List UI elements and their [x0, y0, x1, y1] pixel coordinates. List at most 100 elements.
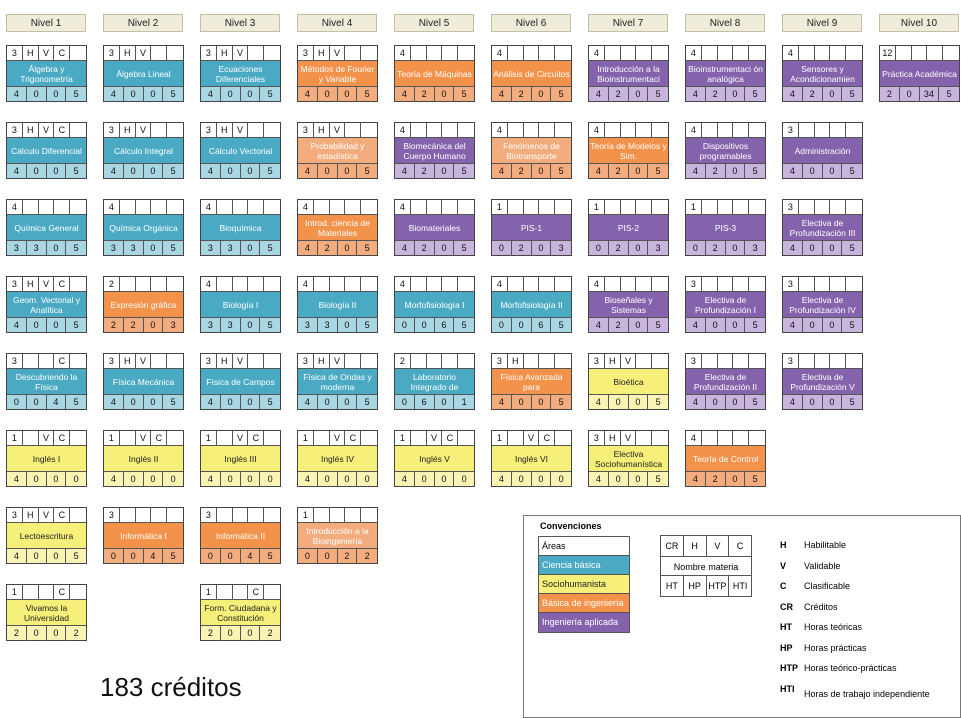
course-attr-cell: [233, 585, 249, 600]
course-attr-cell: [314, 277, 330, 292]
course-hours-cell: 4: [492, 472, 512, 487]
course-hours-cell: 0: [823, 395, 843, 410]
course-hours-cell: 0: [395, 395, 415, 410]
course-hours-cell: 0: [73, 474, 79, 484]
course-attr-cell: [508, 46, 524, 61]
course-attr-cell: 3: [201, 354, 217, 369]
course-attr-cell: 3: [589, 431, 605, 446]
course-attr-cell: [799, 354, 815, 369]
course-hours-cell: 0: [415, 318, 435, 333]
key-bottom-cell: HTI: [732, 581, 748, 591]
course-attr-cell: [264, 277, 280, 292]
course-attr-cell: 3: [298, 123, 314, 138]
course-hours-cell: 0: [338, 164, 358, 179]
course-name: Form. Ciudadana y Constitución: [201, 600, 280, 625]
course-hours-cell: 5: [752, 320, 758, 330]
course-hours-cell: 4: [201, 87, 221, 102]
course-hours-cell: 0: [144, 164, 164, 179]
course-attr-cell: [555, 46, 571, 61]
course-hours-cell: 6: [415, 395, 435, 410]
course-name: PIS-1: [492, 215, 571, 240]
course-hours-cell: 0: [803, 241, 823, 256]
course-attr-cell: [815, 200, 831, 215]
course-hours-cell: 0: [461, 474, 467, 484]
course-card: 4 Bioquímica 3 3 0 5: [200, 199, 281, 256]
course-attr-cell: [912, 46, 928, 61]
course-attributes: 4: [395, 200, 474, 215]
course-card: 3 Electiva de Profundización II 4 0 0 5: [685, 353, 766, 410]
course-attr-cell: 1: [492, 200, 508, 215]
course-name: Teoría de Control: [686, 446, 765, 471]
course-hours-cell: 5: [849, 166, 855, 176]
course-name: Laboratorio Integrado de: [395, 369, 474, 394]
course-attr-cell: [167, 123, 183, 138]
course-attr-cell: [508, 277, 524, 292]
course-card: 1 C Vivamos la Universidad 2 0 0 2: [6, 584, 87, 641]
course-attr-cell: [621, 277, 637, 292]
course-name: Informática II: [201, 523, 280, 548]
course-hours-cell: 4: [395, 164, 415, 179]
course-hours-cell: 5: [364, 89, 370, 99]
course-hours-cell: 2: [609, 87, 629, 102]
course-hours-cell: 4: [783, 164, 803, 179]
course-hours-cell: 0: [47, 164, 67, 179]
course-hours-cell: 0: [221, 626, 241, 641]
course-hours-cell: 4: [201, 395, 221, 410]
course-name: Administración: [783, 138, 862, 163]
course-hours-cell: 4: [104, 395, 124, 410]
course-attr-cell: 4: [686, 123, 702, 138]
course-hours-cell: 0: [435, 472, 455, 487]
course-hours-cell: 0: [27, 318, 47, 333]
course-hours-cell: 4: [104, 472, 124, 487]
course-attr-cell: [23, 585, 39, 600]
course-hours-cell: 2: [124, 318, 144, 333]
course-hours-cell: 5: [267, 166, 273, 176]
course-attr-cell: [136, 277, 152, 292]
course-attr-cell: [39, 354, 55, 369]
course-hours-cell: 0: [532, 395, 552, 410]
course-hours-cell: 0: [629, 318, 649, 333]
course-attr-cell: H: [120, 354, 136, 369]
key-bottom-cell: HTP: [707, 576, 730, 596]
course-hours-cell: 3: [558, 243, 564, 253]
course-name: Práctica Académica: [880, 61, 959, 86]
course-attr-cell: [702, 431, 718, 446]
course-attr-cell: [555, 123, 571, 138]
course-hours-cell: 0: [629, 472, 649, 487]
level-header: Nivel 3: [200, 14, 280, 32]
course-attr-cell: V: [330, 431, 346, 446]
course-hours-cell: 5: [461, 166, 467, 176]
course-hours-cell: 4: [104, 87, 124, 102]
course-attr-cell: [830, 277, 847, 292]
course-hours: 2 0 34 5: [880, 86, 959, 102]
course-hours-cell: 4: [589, 472, 609, 487]
course-attr-cell: [314, 200, 330, 215]
course-attr-cell: 3: [492, 354, 508, 369]
course-hours-cell: 0: [803, 318, 823, 333]
course-attr-cell: V: [233, 354, 249, 369]
course-name: Bioseñales y Sistemas: [589, 292, 668, 317]
course-attr-cell: [70, 508, 86, 523]
course-attr-cell: [217, 508, 233, 523]
abbreviation-desc: Horas de trabajo independiente: [804, 688, 930, 699]
course-attr-cell: [621, 200, 637, 215]
course-hours-cell: 5: [558, 89, 564, 99]
course-attributes: 4: [395, 277, 474, 292]
course-attr-cell: [508, 431, 524, 446]
course-hours-cell: 0: [823, 241, 843, 256]
course-hours-cell: 5: [558, 166, 564, 176]
course-attr-cell: [702, 277, 718, 292]
course-hours-cell: 0: [47, 549, 67, 564]
course-hours-cell: 2: [338, 549, 358, 564]
course-hours-cell: 0: [221, 395, 241, 410]
course-attr-cell: [361, 123, 377, 138]
